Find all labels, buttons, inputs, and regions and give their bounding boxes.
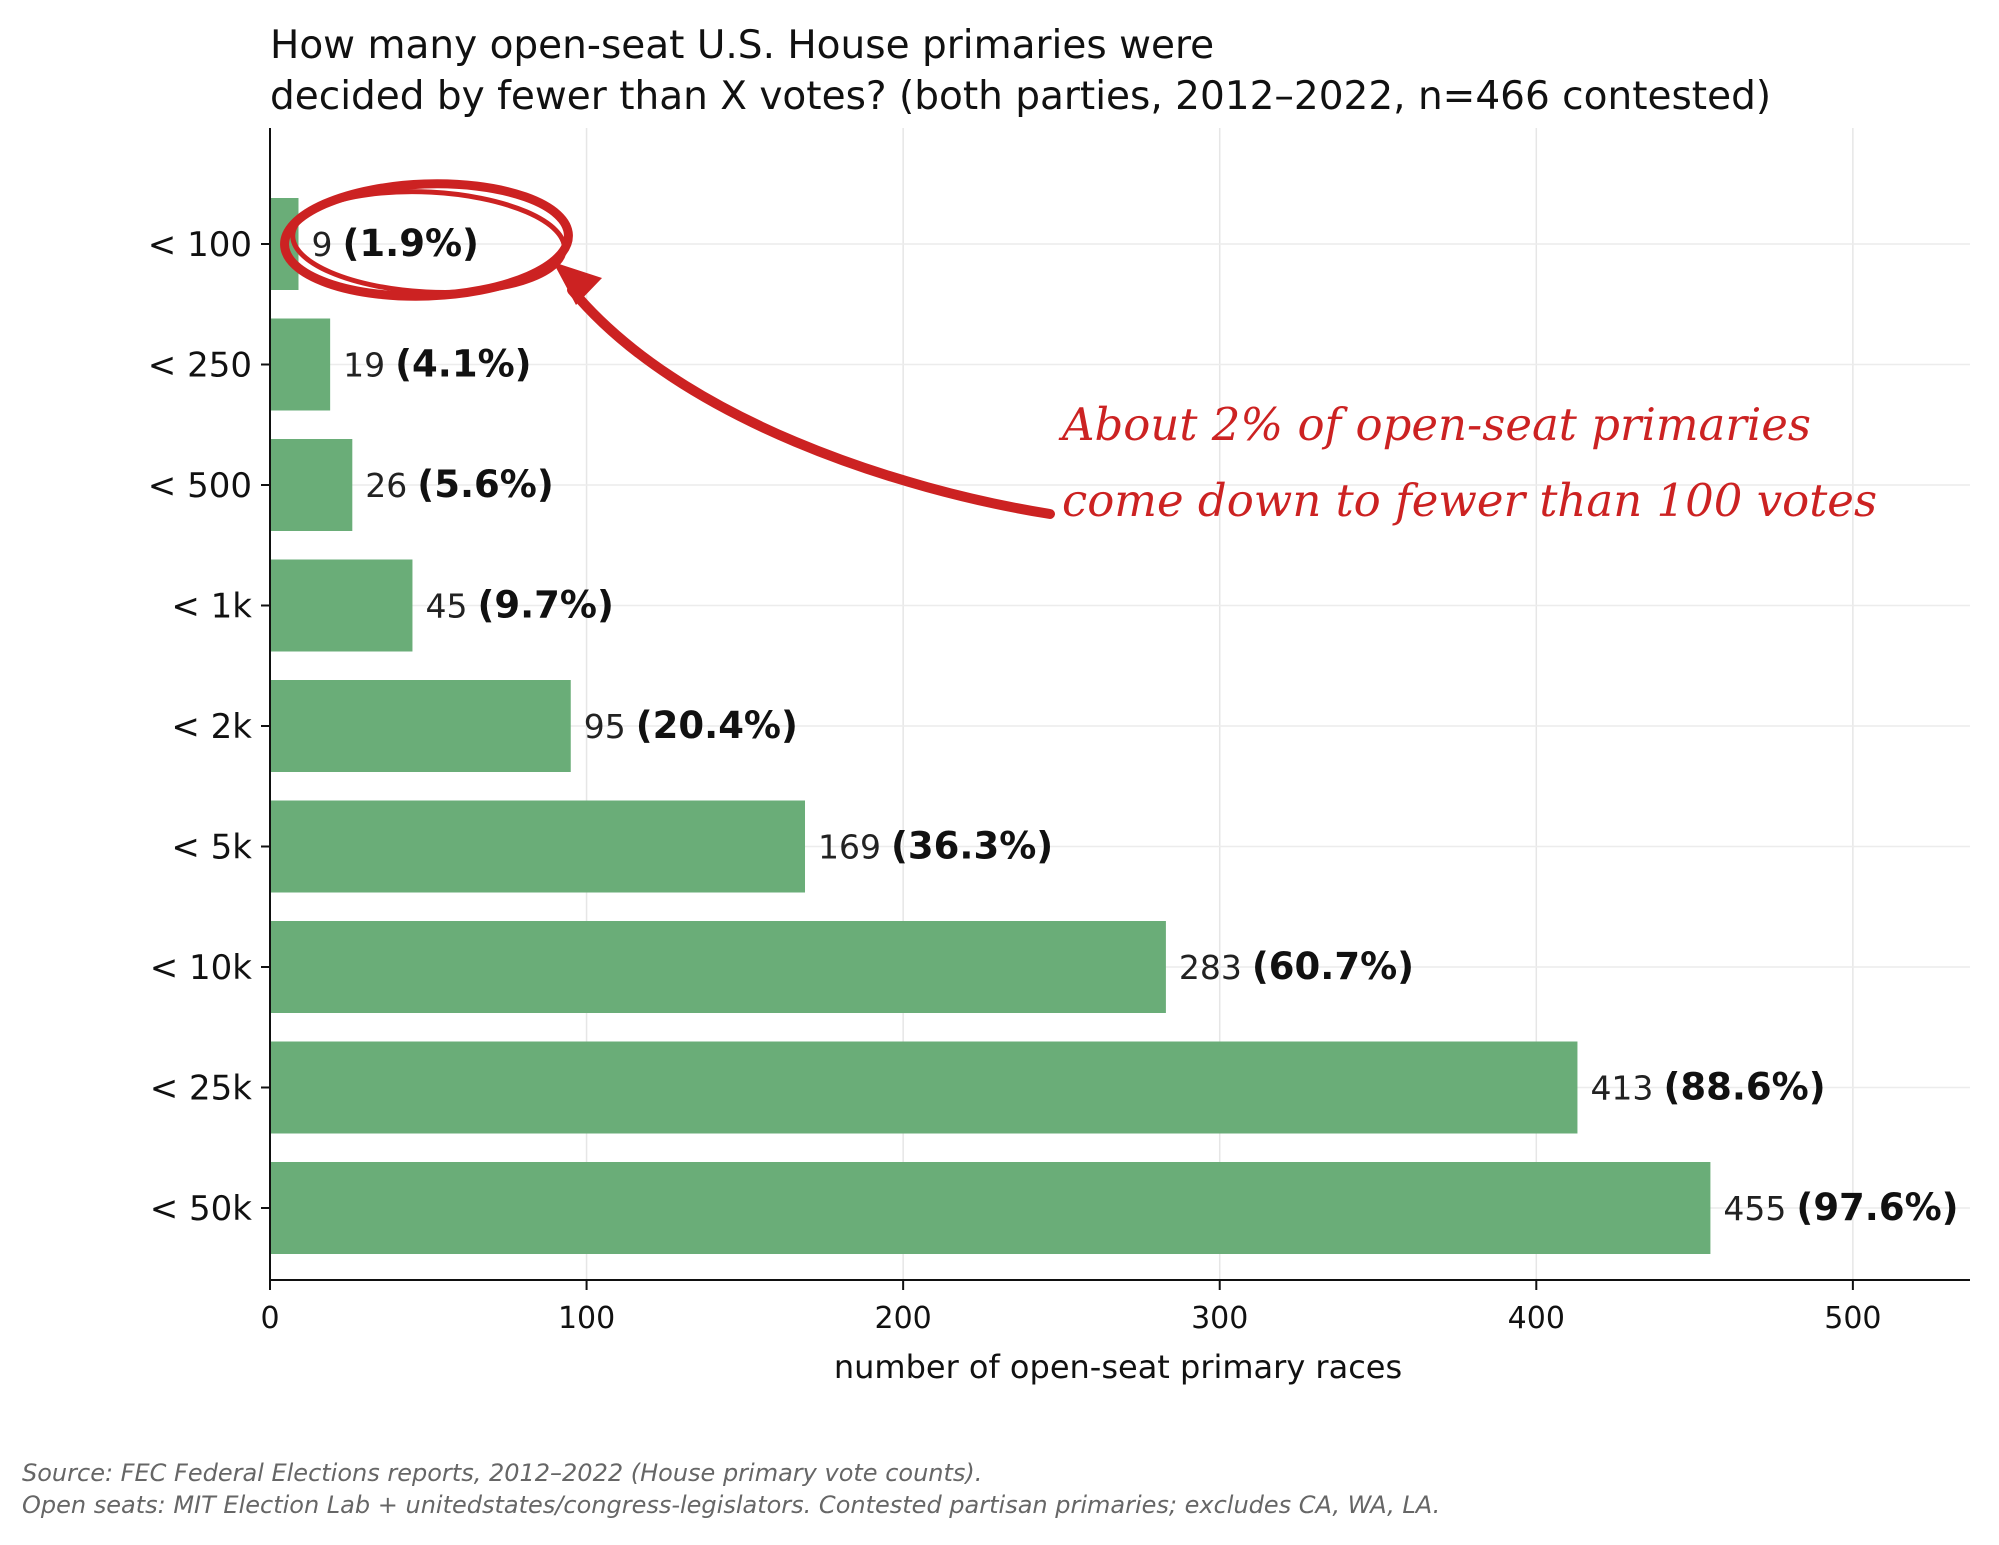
bar-2 — [270, 318, 331, 411]
bar-8 — [270, 1041, 1578, 1134]
percent-label: (97.6%) — [1796, 1186, 1958, 1229]
y-tick-label: < 5k — [171, 828, 252, 868]
percent-label: (88.6%) — [1663, 1066, 1825, 1109]
data-label-2: 19 (4.1%) — [343, 343, 531, 386]
x-tick-label: 200 — [875, 1301, 932, 1336]
data-label-5: 95 (20.4%) — [584, 704, 798, 747]
x-tick-label: 300 — [1191, 1301, 1248, 1336]
data-label-6: 169 (36.3%) — [818, 825, 1053, 868]
chart-title: How many open-seat U.S. House primaries … — [270, 20, 1771, 122]
chart-title-line-2: decided by fewer than X votes? (both par… — [270, 74, 1772, 119]
percent-label: (20.4%) — [636, 704, 798, 747]
value-label: 95 — [584, 707, 626, 746]
y-tick-label: < 50k — [150, 1189, 253, 1229]
y-tick-label: < 2k — [171, 707, 252, 747]
y-tick-label: < 25k — [150, 1069, 253, 1109]
bars — [270, 198, 1711, 1254]
value-label: 455 — [1723, 1189, 1786, 1228]
data-label-7: 283 (60.7%) — [1179, 945, 1414, 988]
annotation-line-1: About 2% of open-seat primaries — [1058, 398, 1811, 451]
annotation-line-2: come down to fewer than 100 votes — [1062, 474, 1877, 527]
value-label: 283 — [1179, 948, 1242, 987]
data-label-9: 455 (97.6%) — [1723, 1186, 1958, 1229]
bar-5 — [270, 680, 571, 772]
data-label-4: 45 (9.7%) — [425, 584, 613, 627]
source-line-2: Open seats: MIT Election Lab + unitedsta… — [22, 1491, 1441, 1519]
x-tick-label: 0 — [260, 1301, 279, 1336]
source-line-1: Source: FEC Federal Elections reports, 2… — [22, 1459, 983, 1487]
percent-label: (9.7%) — [477, 584, 613, 627]
percent-label: (4.1%) — [395, 343, 531, 386]
bar-4 — [270, 559, 413, 652]
percent-label: (60.7%) — [1252, 945, 1414, 988]
x-axis-title: number of open-seat primary races — [834, 1348, 1402, 1386]
bar-3 — [270, 439, 353, 531]
data-labels: 9 (1.9%) 19 (4.1%) 26 (5.6%) 45 (9.7%) 95 (20.4%)… — [311, 222, 1958, 1229]
value-label: 9 — [311, 225, 332, 264]
percent-label: (5.6%) — [417, 463, 553, 506]
bar-7 — [270, 921, 1166, 1013]
percent-label: (36.3%) — [891, 825, 1053, 868]
x-tick-label: 100 — [558, 1301, 615, 1336]
value-label: 19 — [343, 346, 385, 385]
highlight-circle-stroke-2 — [290, 189, 567, 296]
y-tick-label: < 250 — [148, 346, 252, 386]
axes: < 100 < 250 < 500 < 1k < 2k < 5k < 10k < 25k < 5… — [148, 128, 1970, 1386]
value-label: 413 — [1590, 1069, 1653, 1108]
annotation: About 2% of open-seat primaries come down… — [280, 179, 1877, 527]
source-note: Source: FEC Federal Elections reports, 2… — [22, 1457, 1440, 1521]
x-tick-label: 400 — [1508, 1301, 1565, 1336]
bar-6 — [270, 800, 806, 893]
data-label-8: 413 (88.6%) — [1590, 1066, 1825, 1109]
value-label: 26 — [365, 466, 407, 505]
annotation-arrowhead — [553, 262, 602, 305]
x-tick-label: 500 — [1824, 1301, 1881, 1336]
bar-9 — [270, 1162, 1711, 1254]
annotation-arrow — [567, 285, 1055, 519]
data-label-1: 9 (1.9%) — [311, 222, 478, 265]
value-label: 169 — [818, 828, 881, 867]
highlight-circle — [280, 179, 573, 301]
y-tick-label: < 100 — [148, 225, 252, 265]
percent-label: (1.9%) — [342, 222, 478, 265]
chart-title-line-1: How many open-seat U.S. House primaries … — [270, 23, 1215, 68]
y-tick-label: < 10k — [150, 948, 253, 988]
data-label-3: 26 (5.6%) — [365, 463, 553, 506]
value-label: 45 — [425, 587, 467, 626]
y-tick-label: < 1k — [171, 587, 252, 627]
y-tick-label: < 500 — [148, 466, 252, 506]
